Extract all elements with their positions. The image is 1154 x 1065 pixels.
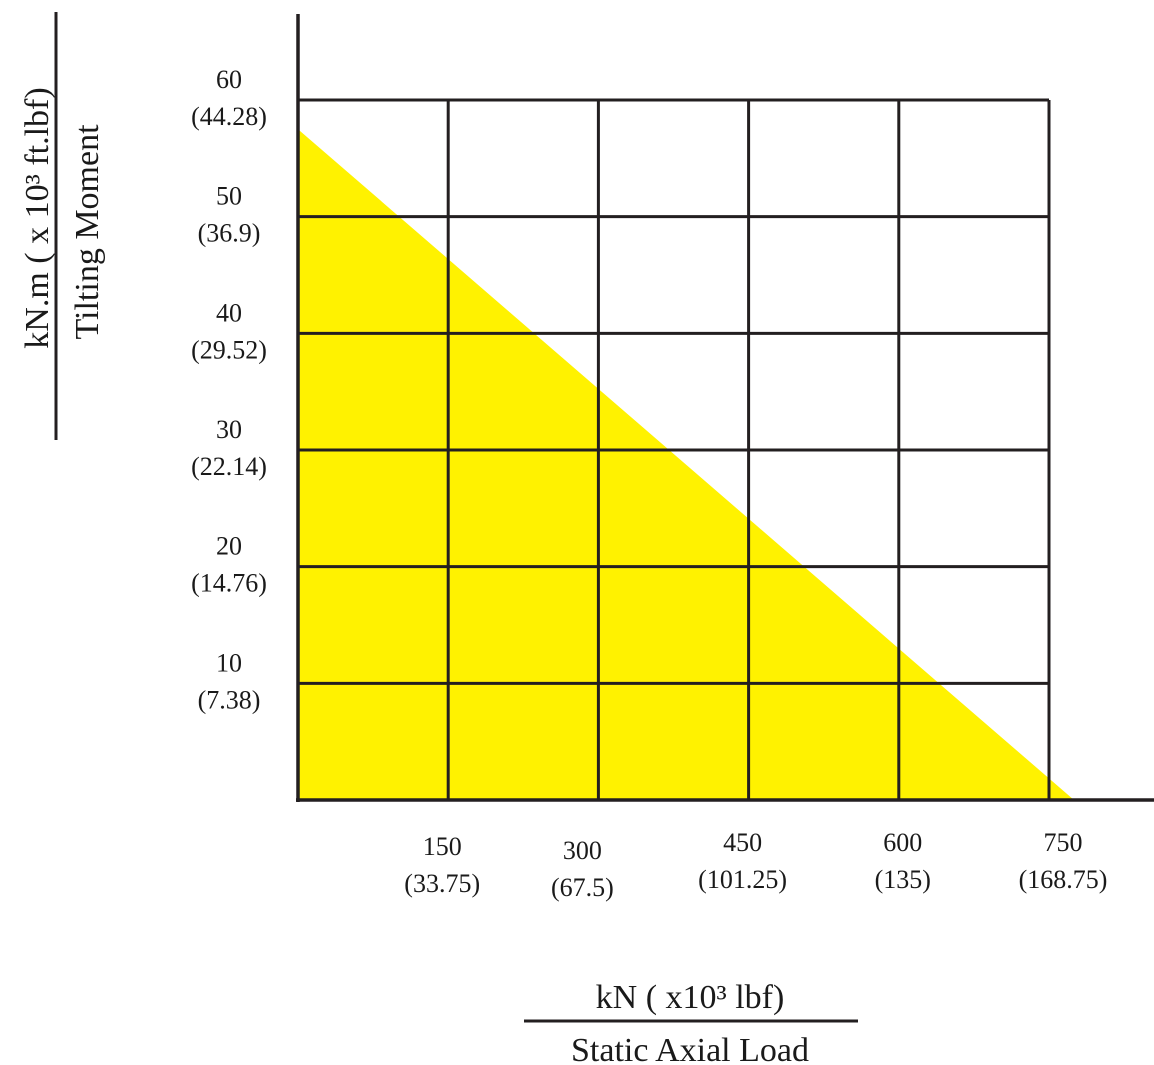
y-tick-sublabel-30: (22.14)	[191, 452, 267, 481]
x-tick-sublabel-750: (168.75)	[1019, 865, 1108, 894]
x-tick-label-750: 750	[1044, 828, 1083, 857]
x-tick-sublabel-150: (33.75)	[404, 869, 480, 898]
y-axis-units: kN.m ( x 10³ ft.lbf)	[19, 87, 56, 348]
y-axis-title: kN.m ( x 10³ ft.lbf) Tilting Moment	[19, 12, 106, 440]
x-axis-units: kN ( x10³ lbf)	[596, 979, 785, 1016]
x-tick-label-150: 150	[423, 832, 462, 861]
y-tick-label-40: 40	[216, 298, 242, 327]
y-tick-sublabel-10: (7.38)	[198, 685, 261, 714]
x-tick-labels: 150 (33.75) 300 (67.5) 450 (101.25) 600 (135) 75…	[404, 828, 1107, 902]
y-axis-label: Tilting Moment	[69, 124, 106, 340]
y-tick-sublabel-20: (14.76)	[191, 569, 267, 598]
x-tick-label-300: 300	[563, 836, 602, 865]
y-tick-label-60: 60	[216, 65, 242, 94]
x-tick-label-450: 450	[723, 828, 762, 857]
x-axis-title: kN ( x10³ lbf) Static Axial Load	[524, 979, 858, 1065]
y-tick-sublabel-40: (29.52)	[191, 335, 267, 364]
y-tick-label-30: 30	[216, 415, 242, 444]
x-axis-label: Static Axial Load	[571, 1032, 809, 1065]
y-tick-sublabel-50: (36.9)	[198, 219, 261, 248]
y-tick-label-50: 50	[216, 182, 242, 211]
y-tick-sublabel-60: (44.28)	[191, 102, 267, 131]
x-tick-label-600: 600	[883, 828, 922, 857]
x-tick-sublabel-600: (135)	[875, 865, 931, 894]
x-tick-sublabel-300: (67.5)	[551, 873, 614, 902]
y-tick-label-20: 20	[216, 532, 242, 561]
x-tick-sublabel-450: (101.25)	[698, 865, 787, 894]
y-tick-label-10: 10	[216, 648, 242, 677]
y-tick-labels: 10 (7.38) 20 (14.76) 30 (22.14) 40 (29.52) 50 (36…	[191, 65, 267, 714]
permissible-load-area	[298, 129, 1074, 800]
